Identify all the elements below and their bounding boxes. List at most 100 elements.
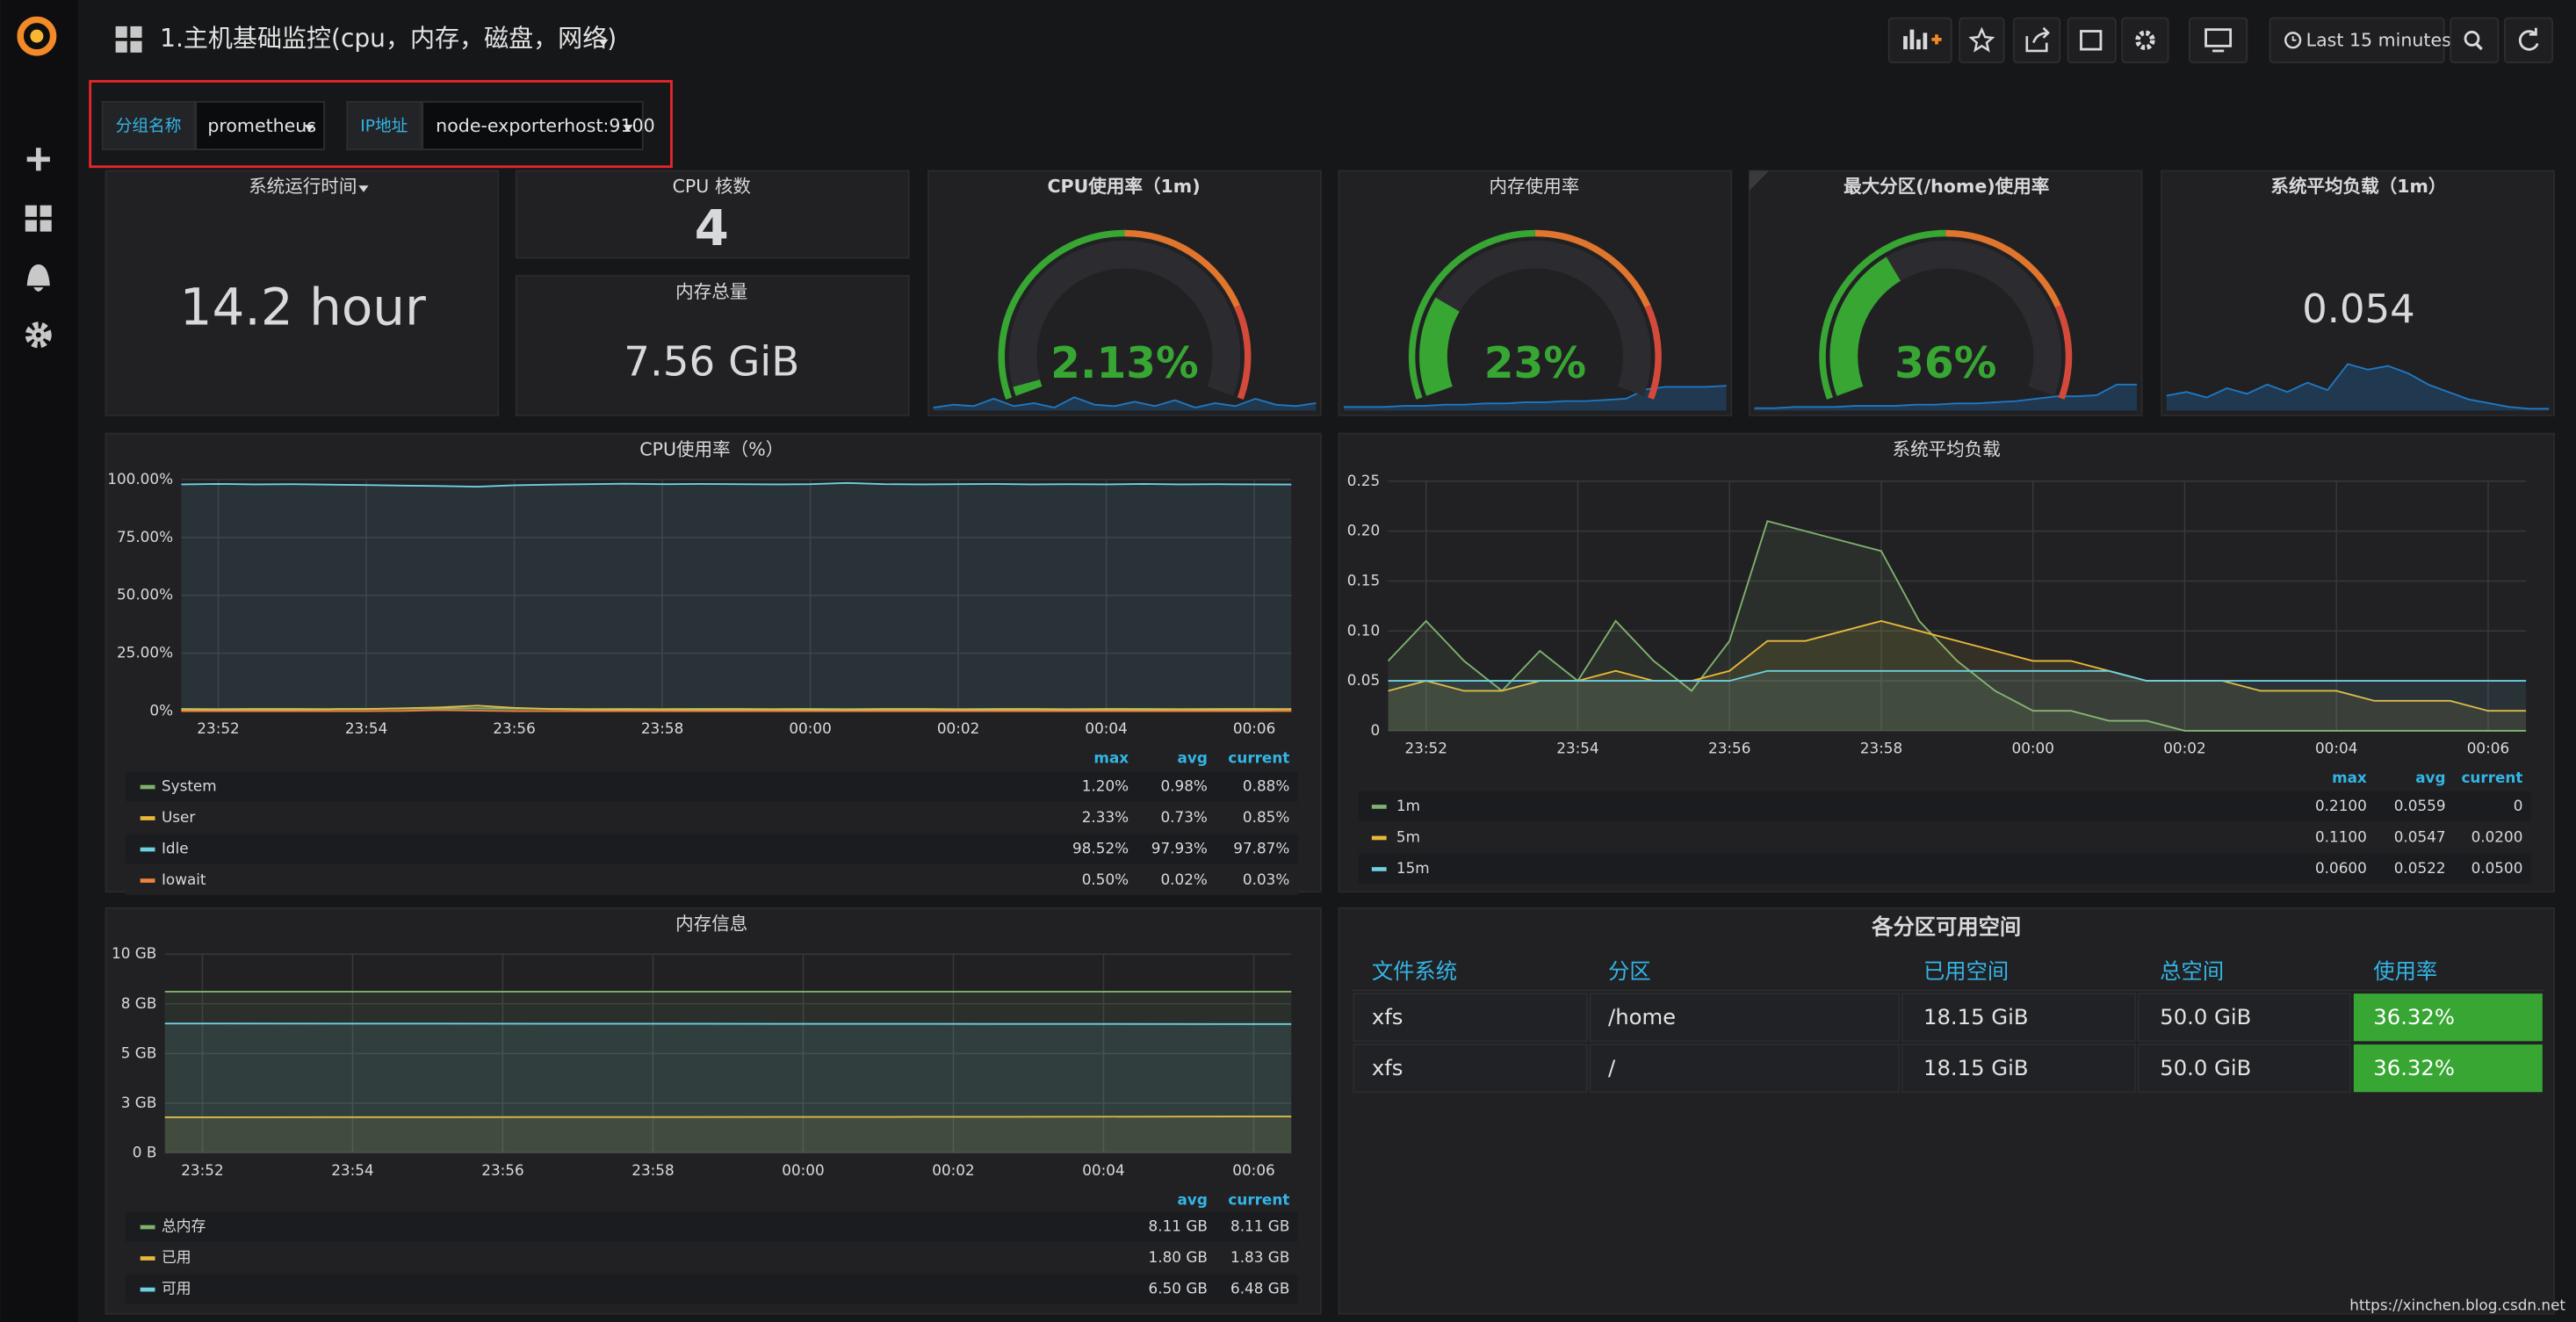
legend-swatch (140, 784, 155, 790)
legend-value: 8.11 GB (1149, 1217, 1208, 1235)
time-picker[interactable] (2269, 17, 2445, 63)
x-tick-label: 23:54 (345, 719, 387, 737)
legend-swatch (1371, 867, 1387, 871)
highlight-box (89, 80, 673, 169)
gear-hole[interactable] (35, 332, 41, 338)
grafana-logo[interactable] (17, 16, 57, 56)
dashboard-title[interactable]: 1.主机基础监控(cpu，内存，磁盘，网络) (160, 24, 617, 53)
star-button[interactable] (1959, 17, 2005, 63)
clock-hands[interactable] (2291, 36, 2297, 41)
x-tick-label: 23:52 (1405, 740, 1447, 757)
zoom-handle[interactable] (2475, 43, 2483, 51)
gauge-value (1419, 297, 1461, 396)
y-tick-label: 8 GB (121, 994, 157, 1012)
panel-title[interactable]: 最大分区(/home)使用率 (1844, 176, 2049, 197)
create-icon[interactable] (26, 148, 50, 171)
x-tick-label: 23:52 (197, 719, 239, 737)
legend-row (1358, 791, 2531, 821)
table-cell (2353, 1044, 2543, 1093)
y-tick-label: 0 B (133, 1143, 157, 1160)
legend-name: Idle (162, 840, 189, 857)
legend-value: 0.88% (1243, 777, 1289, 795)
logo-core[interactable] (30, 29, 44, 43)
dashboards-icon[interactable] (25, 205, 52, 232)
x-tick-label: 23:58 (1860, 740, 1902, 757)
panel-title-caret[interactable] (358, 185, 369, 192)
refresh-icon[interactable] (2518, 27, 2539, 51)
dashboard-icon (115, 25, 142, 53)
legend-name: 1m (1396, 797, 1420, 814)
watermark: https://xinchen.blog.csdn.net (2349, 1296, 2565, 1313)
legend-swatch (140, 816, 155, 820)
zoom-icon[interactable] (2464, 31, 2480, 47)
icon-cell[interactable] (25, 205, 37, 217)
share-icon[interactable] (2025, 26, 2050, 53)
x-tick-label: 00:02 (2163, 740, 2205, 757)
save-button[interactable] (2067, 17, 2117, 63)
sparkline-area (1754, 384, 2138, 411)
y-tick-label: 0.25 (1347, 472, 1380, 489)
table-cell-text: 50.0 GiB (2160, 1055, 2251, 1080)
x-tick-label: 23:52 (181, 1161, 223, 1179)
y-tick-label: 0.10 (1347, 621, 1380, 639)
alerting-icon[interactable] (26, 264, 50, 292)
legend-header: current (2461, 769, 2522, 786)
x-tick-label: 00:06 (1233, 719, 1275, 737)
tv-icon[interactable] (2204, 28, 2233, 47)
icon-cell[interactable] (40, 220, 52, 232)
legend-swatch (140, 1224, 155, 1230)
clock-icon[interactable] (2284, 32, 2302, 49)
panel-title[interactable]: CPU使用率（1m) (1047, 176, 1200, 197)
legend-value: 0.0547 (2394, 827, 2446, 845)
legend-value: 6.48 GB (1230, 1280, 1289, 1297)
y-tick-label: 0.20 (1347, 522, 1380, 539)
logo-ring[interactable] (17, 16, 57, 56)
panel-title[interactable]: 系统平均负载（1m） (2270, 176, 2446, 197)
variable-select[interactable] (422, 100, 644, 151)
select-caret[interactable] (304, 125, 314, 132)
icon-cell[interactable] (40, 205, 52, 217)
legend-header: avg (1178, 749, 1208, 767)
title-caret[interactable] (598, 39, 609, 47)
panel-title[interactable]: 内存使用率 (1490, 176, 1580, 197)
panel (1338, 170, 1733, 416)
table-header: 总空间 (2160, 958, 2224, 984)
toolbar: Last 15 minutes (1887, 17, 2553, 63)
sidebar (0, 0, 78, 1322)
gear-teeth[interactable] (25, 321, 52, 349)
legend-swatch (140, 1287, 155, 1292)
share-button[interactable] (2012, 17, 2061, 63)
legend-value: 1.83 GB (1230, 1248, 1289, 1266)
star-icon[interactable] (1968, 26, 1995, 53)
series-area (1388, 670, 2527, 731)
settings-icon[interactable] (25, 321, 52, 349)
time-range[interactable]: Last 15 minutes (2306, 30, 2451, 51)
panel-title[interactable]: 系统运行时间 (249, 176, 357, 197)
legend-swatch (1371, 835, 1387, 841)
stat-value: 14.2 hour (180, 277, 426, 336)
sparkline-area (933, 397, 1317, 411)
x-tick-label: 00:02 (937, 719, 979, 737)
settings-gear[interactable] (2135, 30, 2155, 51)
legend-name: 5m (1396, 827, 1420, 845)
icon-cell[interactable] (25, 220, 37, 232)
select-caret[interactable] (623, 125, 633, 132)
table-cell-text: 36.32% (2373, 1004, 2455, 1029)
save-icon[interactable] (2080, 30, 2103, 51)
add-panel-plus[interactable] (1931, 34, 1942, 45)
table-header: 文件系统 (1372, 958, 1457, 984)
legend-value: 0.0559 (2394, 797, 2446, 814)
add-panel-icon[interactable] (1903, 29, 1928, 50)
refresh-button[interactable] (2503, 17, 2553, 63)
zoom-out-button[interactable] (2450, 17, 2500, 63)
tv-mode-button[interactable] (2188, 17, 2248, 63)
series-area (164, 1116, 1292, 1153)
panel-title[interactable]: CPU 核数 (673, 176, 751, 197)
variable-value[interactable]: prometheus (207, 115, 316, 136)
panel-title[interactable]: 内存总量 (675, 281, 747, 302)
legend-value: 0.0200 (2471, 827, 2523, 845)
settings-button[interactable] (2121, 17, 2169, 63)
legend-row (125, 865, 1298, 895)
variable-value[interactable]: node-exporterhost:9100 (436, 115, 655, 136)
variable-select[interactable] (195, 100, 326, 151)
